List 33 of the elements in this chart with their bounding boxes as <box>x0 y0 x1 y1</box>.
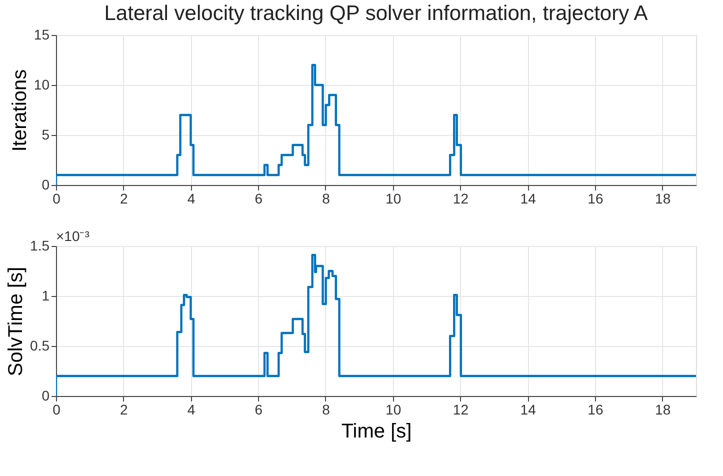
x-tick-label: 16 <box>588 402 604 418</box>
y-tick-label: 0 <box>42 176 50 192</box>
x-tick-label: 4 <box>187 402 196 418</box>
y-tick-label: 0.5 <box>30 338 50 354</box>
chart-title: Lateral velocity tracking QP solver information, trajectory A <box>104 2 648 25</box>
y-tick-label: 1 <box>42 288 50 304</box>
x-tick-label: 12 <box>452 190 469 206</box>
text: ×10⁻³ <box>56 228 90 244</box>
y-tick-label: 1.5 <box>30 238 50 254</box>
x-tick-label: 16 <box>588 190 604 206</box>
y-tick-label: 5 <box>42 126 50 142</box>
y-tick-label: 10 <box>34 76 50 92</box>
x-tick-label: 14 <box>520 190 536 206</box>
x-tick-label: 0 <box>52 190 61 206</box>
x-tick-label: 12 <box>452 402 469 418</box>
x-tick-label: 14 <box>520 402 536 418</box>
y-tick-label: 0 <box>42 388 50 404</box>
x-tick-label: 8 <box>322 190 330 206</box>
x-tick-label: 8 <box>322 402 330 418</box>
x-tick-label: 6 <box>254 402 263 418</box>
y-axis-title: SolvTime [s] <box>5 266 28 376</box>
x-tick-label: 0 <box>52 402 61 418</box>
x-tick-label: 18 <box>655 402 671 418</box>
x-tick-label: 10 <box>386 190 402 206</box>
x-axis-title: Time [s] <box>341 420 412 442</box>
x-tick-label: 10 <box>386 402 402 418</box>
x-tick-label: 6 <box>254 190 263 206</box>
x-tick-label: 2 <box>120 402 128 418</box>
x-tick-label: 2 <box>120 190 128 206</box>
x-tick-label: 18 <box>655 190 671 206</box>
x-tick-label: 4 <box>187 190 196 206</box>
y-tick-label: 15 <box>34 26 50 42</box>
y-axis-title: Iterations <box>8 69 31 152</box>
